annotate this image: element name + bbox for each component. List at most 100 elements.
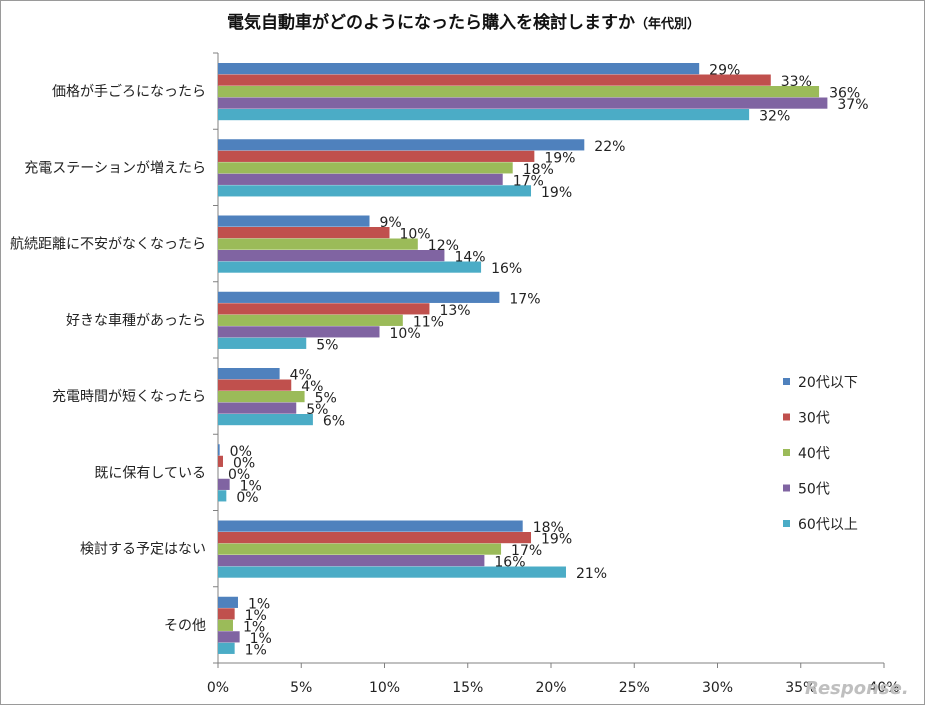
bar	[218, 490, 227, 502]
data-label: 33%	[781, 74, 812, 90]
data-label: 4%	[301, 379, 323, 395]
data-label: 11%	[413, 314, 444, 330]
x-tick-label: 40%	[868, 680, 899, 696]
bar	[218, 215, 370, 227]
bar	[218, 555, 485, 567]
legend-swatch	[783, 413, 790, 421]
x-tick-label: 30%	[702, 680, 733, 696]
data-labels: 29%22%9%17%4%0%18%1%33%19%10%13%4%0%19%1…	[228, 63, 869, 659]
bar	[218, 444, 220, 456]
data-label: 17%	[513, 173, 544, 189]
chart-subtitle: （年代別）	[634, 17, 700, 32]
bar	[218, 478, 230, 490]
bar	[218, 596, 238, 608]
bar	[218, 402, 297, 414]
bar	[218, 97, 828, 109]
bar	[218, 532, 532, 544]
data-label: 16%	[494, 555, 525, 571]
category-label: 既に保有している	[94, 465, 206, 481]
data-label: 21%	[576, 566, 607, 582]
category-label: 検討する予定はない	[80, 542, 206, 558]
data-label: 0%	[230, 444, 252, 460]
data-label: 19%	[541, 185, 572, 201]
bar	[218, 291, 500, 303]
data-label: 17%	[511, 543, 542, 559]
x-tick-label: 20%	[535, 680, 566, 696]
data-label: 10%	[390, 326, 421, 342]
bar	[218, 368, 280, 380]
axes: 価格が手ごろになったら充電ステーションが増えたら航続距離に不安がなくなったら好き…	[10, 52, 900, 696]
bar	[218, 631, 240, 643]
bar	[218, 303, 430, 315]
category-label: 航続距離に不安がなくなったら	[10, 236, 206, 253]
data-label: 0%	[228, 467, 250, 483]
bar	[218, 314, 403, 326]
bar	[218, 520, 523, 532]
legend-swatch	[783, 378, 790, 385]
data-label: 37%	[837, 97, 868, 113]
legend-swatch	[783, 484, 790, 492]
x-tick-label: 25%	[619, 680, 650, 696]
legend-swatch	[783, 449, 790, 456]
category-label: 充電ステーションが増えたら	[24, 160, 206, 176]
data-label: 6%	[323, 414, 345, 430]
bar	[218, 337, 307, 349]
data-label: 22%	[594, 139, 625, 155]
data-label: 5%	[316, 337, 338, 353]
data-label: 19%	[541, 532, 572, 548]
data-label: 29%	[709, 63, 740, 79]
bar	[218, 642, 235, 654]
category-label: 価格が手ごろになったら	[52, 84, 206, 100]
data-label: 1%	[250, 631, 272, 647]
bar	[218, 608, 235, 620]
bar	[218, 619, 233, 631]
bar	[218, 238, 418, 250]
x-tick-label: 5%	[290, 680, 312, 696]
data-label: 1%	[245, 642, 267, 658]
x-tick-label: 10%	[369, 680, 400, 696]
data-label: 14%	[454, 250, 485, 266]
category-label: 好きな車種があったら	[66, 312, 206, 329]
data-label: 4%	[290, 368, 312, 384]
legend-swatch	[783, 520, 790, 527]
data-label: 16%	[491, 261, 522, 277]
bar	[218, 455, 223, 467]
data-label: 1%	[243, 619, 265, 635]
bar	[218, 414, 313, 426]
bar	[218, 63, 700, 75]
bar	[218, 543, 502, 555]
data-label: 12%	[428, 238, 459, 254]
data-label: 10%	[399, 227, 430, 243]
data-label: 5%	[306, 402, 328, 418]
bar	[218, 379, 292, 391]
bar	[218, 185, 532, 197]
data-label: 1%	[248, 596, 270, 612]
bar	[218, 162, 513, 174]
bars	[218, 63, 828, 654]
data-label: 5%	[315, 391, 337, 407]
bar	[218, 150, 535, 162]
x-tick-label: 35%	[785, 680, 816, 696]
legend: 20代以下 30代 40代 50代 60代以上	[783, 375, 858, 533]
bar	[218, 227, 390, 239]
data-label: 0%	[236, 490, 258, 506]
category-label: 充電時間が短くなったら	[52, 389, 206, 405]
bar	[218, 109, 750, 121]
data-label: 36%	[829, 86, 860, 102]
bar	[218, 139, 585, 151]
legend-label: 30代	[798, 411, 830, 427]
x-tick-label: 15%	[452, 680, 483, 696]
bar	[218, 566, 566, 578]
chart-title: 電気自動車がどのようになったら購入を検討しますか（年代別）	[0, 8, 927, 33]
bar	[218, 173, 503, 185]
watermark-logo: Response.	[805, 678, 909, 699]
data-label: 18%	[523, 162, 554, 178]
legend-label: 40代	[798, 446, 830, 462]
data-label: 32%	[759, 109, 790, 125]
x-tick-label: 0%	[207, 680, 229, 696]
category-label: その他	[164, 618, 206, 634]
bar	[218, 391, 305, 403]
chart-title-text: 電気自動車がどのようになったら購入を検討しますか	[226, 13, 635, 33]
